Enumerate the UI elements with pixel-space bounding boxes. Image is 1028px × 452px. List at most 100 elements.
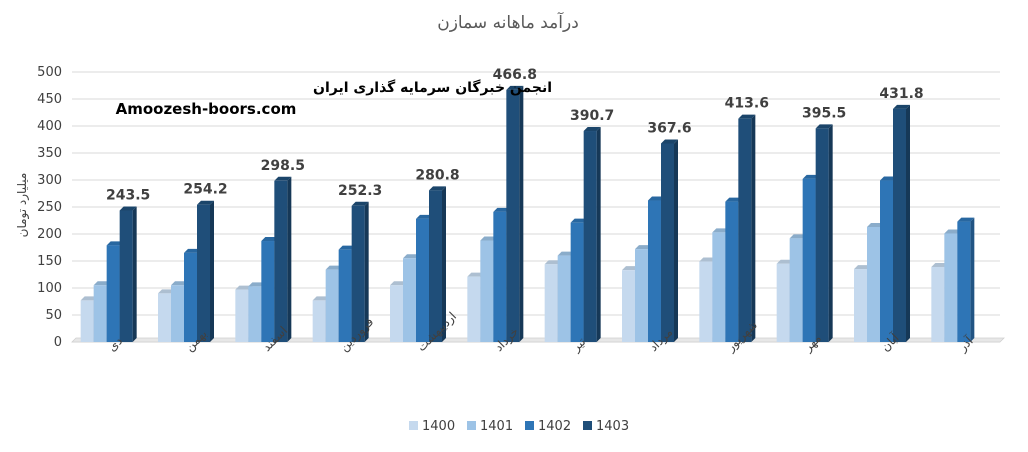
bar-side: [132, 206, 137, 342]
bar-side: [674, 139, 678, 342]
legend-swatch: [467, 421, 476, 430]
bar-top: [416, 214, 433, 219]
bar-top: [583, 127, 601, 132]
bar-front: [261, 241, 275, 342]
bar-front: [106, 245, 120, 342]
bar-top: [570, 218, 588, 223]
data-label: 431.8: [879, 86, 923, 102]
bar-front: [789, 238, 803, 342]
bars: [80, 85, 975, 343]
legend-item: 1403: [583, 419, 629, 434]
y-tick-label: 0: [54, 335, 62, 350]
bar-side: [828, 124, 833, 343]
data-label: 466.8: [493, 67, 537, 83]
bar-top: [429, 186, 446, 191]
bar-front: [506, 89, 520, 342]
bar-front: [583, 131, 597, 342]
bar-front: [957, 221, 971, 342]
gridlines: [71, 71, 1005, 343]
legend-item: 1402: [525, 419, 571, 434]
bar-top: [106, 241, 124, 246]
bar-top: [893, 104, 910, 109]
bar: [957, 217, 975, 342]
bar: [274, 176, 292, 342]
legend-item: 1400: [409, 419, 455, 434]
bar-top: [738, 114, 756, 119]
bar-top: [815, 124, 833, 129]
bar-side: [906, 104, 910, 342]
legend-label: 1401: [480, 419, 513, 434]
bar-front: [557, 255, 571, 342]
bar-side: [210, 200, 214, 342]
bar-front: [493, 211, 507, 342]
bar-top: [158, 289, 175, 294]
data-label: 254.2: [183, 182, 227, 198]
y-tick-label: 50: [45, 308, 62, 323]
bar-side: [970, 217, 975, 342]
bar-top: [867, 222, 884, 227]
bar-top: [493, 207, 511, 212]
bar-front: [622, 270, 635, 342]
bar-front: [467, 276, 481, 342]
bar-front: [119, 210, 133, 342]
bar-top: [325, 265, 343, 270]
bar: [197, 200, 214, 342]
bar-front: [403, 258, 416, 342]
bar-top: [235, 285, 253, 290]
y-tick-label: 150: [37, 254, 62, 269]
bar-front: [429, 190, 442, 342]
bar-front: [854, 269, 867, 342]
bar-side: [596, 127, 601, 342]
bar-top: [725, 197, 743, 202]
bar-front: [661, 143, 674, 342]
chart-title: درآمد ماهانه سمازن: [437, 11, 579, 33]
bar-side: [442, 186, 446, 342]
bar-top: [351, 201, 369, 206]
bar-top: [789, 234, 807, 239]
bar-top: [699, 257, 717, 262]
bar-side: [287, 176, 292, 342]
bar-front: [880, 180, 893, 342]
bar-side: [364, 201, 369, 342]
bar: [583, 127, 601, 342]
bar-top: [338, 245, 356, 250]
data-label: 298.5: [261, 158, 305, 174]
bar-front: [480, 240, 494, 342]
bar-top: [93, 281, 111, 286]
bar-front: [235, 289, 249, 342]
bar-top: [635, 245, 652, 250]
bar-top: [957, 217, 975, 222]
bar-front: [312, 300, 326, 342]
bar-top: [648, 196, 665, 201]
bar: [661, 139, 678, 342]
legend-label: 1400: [422, 419, 455, 434]
data-label: 367.6: [647, 120, 691, 136]
bar-front: [351, 205, 365, 342]
bar-top: [544, 260, 562, 265]
bar-front: [725, 201, 739, 342]
bar-front: [776, 263, 790, 342]
legend-label: 1403: [596, 419, 629, 434]
bar: [429, 186, 446, 342]
y-tick-label: 350: [37, 146, 62, 161]
bar: [893, 104, 910, 342]
bar-top: [854, 265, 871, 270]
watermark-persian: انجمن خبرگان سرمایه گذاری ایران: [313, 79, 552, 96]
legend-item: 1401: [467, 419, 513, 434]
data-label: 395.5: [802, 105, 846, 121]
legend-swatch: [409, 421, 418, 430]
bar-front: [931, 266, 945, 342]
bar-front: [80, 300, 94, 342]
bar-front: [699, 261, 713, 342]
data-label: 280.8: [415, 167, 459, 183]
bar-front: [570, 222, 584, 342]
bar-front: [635, 249, 648, 342]
bar-front: [158, 293, 171, 342]
bar-top: [261, 237, 279, 242]
bar-top: [274, 176, 292, 181]
y-tick-label: 400: [37, 119, 62, 134]
data-label: 390.7: [570, 108, 614, 124]
bar-front: [274, 180, 288, 342]
bar-front: [325, 269, 339, 342]
bar-top: [480, 236, 498, 241]
